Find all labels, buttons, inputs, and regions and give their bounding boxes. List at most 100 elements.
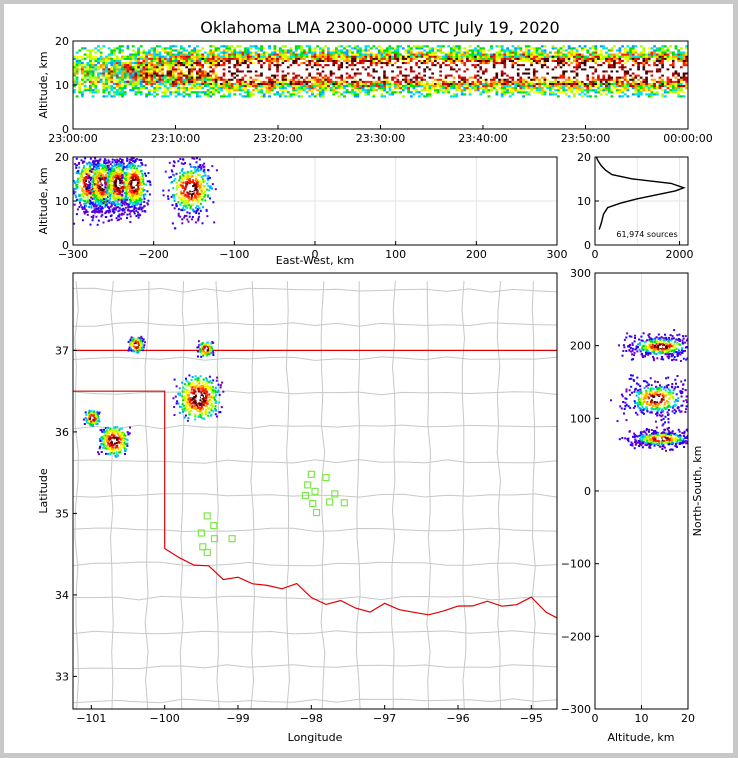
density-cell bbox=[139, 64, 143, 67]
density-cell bbox=[364, 59, 368, 62]
density-cell bbox=[337, 72, 341, 75]
density-cell bbox=[86, 66, 90, 69]
density-cell bbox=[383, 87, 386, 90]
density-cell bbox=[420, 45, 424, 48]
density-cell bbox=[260, 59, 263, 62]
density-cell bbox=[482, 76, 485, 79]
density-cell bbox=[150, 66, 154, 69]
density-cell bbox=[623, 84, 627, 88]
density-cell bbox=[353, 72, 357, 75]
density-cell bbox=[126, 57, 130, 60]
density-cell bbox=[356, 53, 360, 56]
density-cell bbox=[498, 64, 501, 67]
density-cell bbox=[78, 193, 81, 196]
density-cell bbox=[345, 55, 349, 58]
density-cell bbox=[532, 64, 536, 67]
density-cell bbox=[99, 64, 103, 67]
density-cell bbox=[463, 51, 467, 54]
density-cell bbox=[289, 74, 293, 77]
density-cell bbox=[455, 55, 459, 58]
density-cell bbox=[281, 87, 285, 90]
density-cell bbox=[348, 45, 352, 48]
density-cell bbox=[407, 76, 410, 79]
density-cell bbox=[466, 82, 469, 85]
density-cell bbox=[332, 80, 336, 83]
density-cell bbox=[682, 66, 686, 69]
density-cell bbox=[647, 47, 651, 50]
density-cell bbox=[380, 61, 384, 65]
density-cell bbox=[613, 76, 616, 79]
density-cell bbox=[150, 89, 154, 92]
density-cell bbox=[439, 49, 443, 52]
density-cell bbox=[442, 51, 445, 54]
density-cell bbox=[292, 53, 296, 56]
density-cell bbox=[442, 45, 445, 48]
density-cell bbox=[404, 84, 408, 88]
density-cell bbox=[163, 66, 167, 69]
density-cell bbox=[214, 70, 218, 73]
density-cell bbox=[182, 89, 186, 92]
density-cell bbox=[113, 72, 116, 75]
density-cell bbox=[500, 91, 504, 94]
density-cell bbox=[126, 64, 130, 67]
density-cell bbox=[391, 68, 394, 71]
density-cell bbox=[377, 49, 381, 52]
density-cell bbox=[479, 61, 483, 65]
density-cell bbox=[99, 78, 103, 81]
density-cell bbox=[565, 61, 568, 65]
density-cell bbox=[294, 87, 298, 90]
density-cell bbox=[292, 59, 296, 62]
density-cell bbox=[217, 78, 221, 81]
density-cell bbox=[444, 74, 448, 77]
density-cell bbox=[434, 51, 437, 54]
density-cell bbox=[460, 61, 464, 65]
density-cell bbox=[268, 87, 271, 90]
density-cell bbox=[348, 80, 352, 83]
density-cell bbox=[484, 70, 488, 73]
density-cell bbox=[565, 49, 568, 52]
density-cell bbox=[463, 82, 467, 85]
density-cell bbox=[230, 57, 234, 60]
density-cell bbox=[605, 59, 608, 62]
density-cell bbox=[549, 57, 552, 60]
density-cell bbox=[524, 87, 528, 90]
density-cell bbox=[629, 70, 632, 73]
density-cell bbox=[658, 74, 662, 77]
density-cell bbox=[677, 57, 681, 60]
density-cell bbox=[682, 78, 686, 81]
density-cell bbox=[388, 47, 392, 50]
density-cell bbox=[241, 61, 245, 65]
density-cell bbox=[434, 53, 437, 56]
density-cell bbox=[174, 87, 178, 90]
density-cell bbox=[677, 68, 681, 71]
density-cell bbox=[543, 70, 547, 73]
density-cell bbox=[329, 57, 333, 60]
density-cell bbox=[212, 64, 215, 67]
density-cell bbox=[508, 78, 512, 81]
density-cell bbox=[538, 51, 542, 54]
density-cell bbox=[311, 55, 314, 58]
density-cell bbox=[246, 72, 250, 75]
density-cell bbox=[415, 70, 419, 73]
density-cell bbox=[401, 66, 405, 69]
density-cell bbox=[447, 76, 451, 79]
density-cell bbox=[319, 55, 322, 58]
density-cell bbox=[407, 78, 410, 81]
density-cell bbox=[131, 74, 135, 77]
density-cell bbox=[356, 93, 360, 96]
density-cell bbox=[452, 57, 456, 60]
density-cell bbox=[546, 74, 550, 77]
density-cell bbox=[321, 53, 325, 56]
density-cell bbox=[137, 59, 140, 62]
density-cell bbox=[591, 80, 595, 83]
density-cell bbox=[605, 53, 608, 56]
density-cell bbox=[161, 64, 164, 67]
density-cell bbox=[180, 68, 183, 71]
density-cell bbox=[75, 78, 79, 81]
density-cell bbox=[286, 80, 290, 83]
density-cell bbox=[672, 61, 675, 65]
density-cell bbox=[573, 78, 576, 81]
density-cell bbox=[471, 61, 475, 65]
density-cell bbox=[89, 80, 92, 83]
density-cell bbox=[591, 45, 595, 48]
